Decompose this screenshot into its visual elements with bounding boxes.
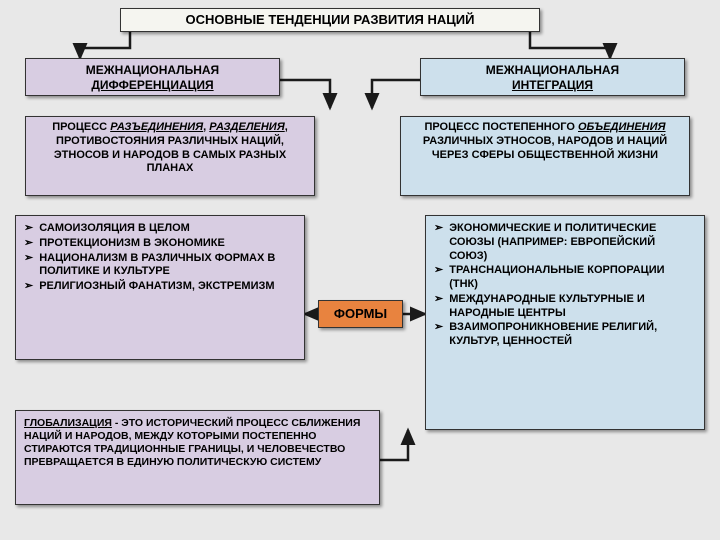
- list-item: ➢ВЗАИМОПРОНИКНОВЕНИЕ РЕЛИГИЙ, КУЛЬТУР, Ц…: [434, 321, 696, 349]
- list-item-text: НАЦИОНАЛИЗМ В РАЗЛИЧНЫХ ФОРМАХ В ПОЛИТИК…: [39, 252, 296, 280]
- list-item: ➢ САМОИЗОЛЯЦИЯ В ЦЕЛОМ: [24, 222, 296, 236]
- bullet-icon: ➢: [434, 293, 443, 321]
- list-item-text: ЭКОНОМИЧЕСКИЕ И ПОЛИТИЧЕСКИЕ СОЮЗЫ (НАПР…: [449, 222, 696, 263]
- right-forms-list: ➢ЭКОНОМИЧЕСКИЕ И ПОЛИТИЧЕСКИЕ СОЮЗЫ (НАП…: [425, 215, 705, 430]
- title-box: ОСНОВНЫЕ ТЕНДЕНЦИИ РАЗВИТИЯ НАЦИЙ: [120, 8, 540, 32]
- right-heading: МЕЖНАЦИОНАЛЬНАЯ ИНТЕГРАЦИЯ: [420, 58, 685, 96]
- list-item: ➢ РЕЛИГИОЗНЫЙ ФАНАТИЗМ, ЭКСТРЕМИЗМ: [24, 280, 296, 294]
- list-item: ➢ТРАНСНАЦИОНАЛЬНЫЕ КОРПОРАЦИИ (ТНК): [434, 264, 696, 292]
- forms-label-text: ФОРМЫ: [334, 306, 387, 321]
- bullet-icon: ➢: [434, 222, 443, 263]
- left-forms-list: ➢ САМОИЗОЛЯЦИЯ В ЦЕЛОМ ➢ ПРОТЕКЦИОНИЗМ В ЭК…: [15, 215, 305, 360]
- rp-pre: ПРОЦЕСС ПОСТЕПЕННОГО: [424, 121, 578, 133]
- bullet-icon: ➢: [24, 237, 33, 251]
- right-heading-l2: ИНТЕГРАЦИЯ: [512, 78, 593, 92]
- list-item: ➢ЭКОНОМИЧЕСКИЕ И ПОЛИТИЧЕСКИЕ СОЮЗЫ (НАП…: [434, 222, 696, 263]
- list-item-text: ТРАНСНАЦИОНАЛЬНЫЕ КОРПОРАЦИИ (ТНК): [449, 264, 696, 292]
- bullet-icon: ➢: [24, 280, 33, 294]
- glob-term: ГЛОБАЛИЗАЦИЯ: [24, 417, 112, 429]
- lp-u1: РАЗЪЕДИНЕНИЯ: [110, 121, 203, 133]
- bullet-icon: ➢: [24, 252, 33, 280]
- list-item-text: САМОИЗОЛЯЦИЯ В ЦЕЛОМ: [39, 222, 190, 236]
- right-process: ПРОЦЕСС ПОСТЕПЕННОГО ОБЪЕДИНЕНИЯ РАЗЛИЧН…: [400, 116, 690, 196]
- left-process: ПРОЦЕСС РАЗЪЕДИНЕНИЯ, РАЗДЕЛЕНИЯ, ПРОТИВ…: [25, 116, 315, 196]
- list-item: ➢МЕЖДУНАРОДНЫЕ КУЛЬТУРНЫЕ И НАРОДНЫЕ ЦЕН…: [434, 293, 696, 321]
- globalization-box: ГЛОБАЛИЗАЦИЯ - ЭТО ИСТОРИЧЕСКИЙ ПРОЦЕСС …: [15, 410, 380, 505]
- lp-u2: РАЗДЕЛЕНИЯ: [209, 121, 284, 133]
- left-heading: МЕЖНАЦИОНАЛЬНАЯ ДИФФЕРЕНЦИАЦИЯ: [25, 58, 280, 96]
- list-item-text: МЕЖДУНАРОДНЫЕ КУЛЬТУРНЫЕ И НАРОДНЫЕ ЦЕНТ…: [449, 293, 696, 321]
- list-item-text: ПРОТЕКЦИОНИЗМ В ЭКОНОМИКЕ: [39, 237, 225, 251]
- rp-u1: ОБЪЕДИНЕНИЯ: [578, 121, 666, 133]
- lp-pre: ПРОЦЕСС: [52, 121, 110, 133]
- list-item: ➢ ПРОТЕКЦИОНИЗМ В ЭКОНОМИКЕ: [24, 237, 296, 251]
- rp-post: РАЗЛИЧНЫХ ЭТНОСОВ, НАРОДОВ И НАЦИЙ ЧЕРЕЗ…: [423, 135, 667, 161]
- list-item: ➢НАЦИОНАЛИЗМ В РАЗЛИЧНЫХ ФОРМАХ В ПОЛИТИ…: [24, 252, 296, 280]
- forms-label: ФОРМЫ: [318, 300, 403, 328]
- list-item-text: ВЗАИМОПРОНИКНОВЕНИЕ РЕЛИГИЙ, КУЛЬТУР, ЦЕ…: [449, 321, 696, 349]
- left-heading-l1: МЕЖНАЦИОНАЛЬНАЯ: [86, 63, 219, 77]
- bullet-icon: ➢: [434, 321, 443, 349]
- title-text: ОСНОВНЫЕ ТЕНДЕНЦИИ РАЗВИТИЯ НАЦИЙ: [186, 12, 475, 27]
- list-item-text: РЕЛИГИОЗНЫЙ ФАНАТИЗМ, ЭКСТРЕМИЗМ: [39, 280, 274, 294]
- bullet-icon: ➢: [24, 222, 33, 236]
- left-heading-l2: ДИФФЕРЕНЦИАЦИЯ: [91, 78, 213, 92]
- right-heading-l1: МЕЖНАЦИОНАЛЬНАЯ: [486, 63, 619, 77]
- bullet-icon: ➢: [434, 264, 443, 292]
